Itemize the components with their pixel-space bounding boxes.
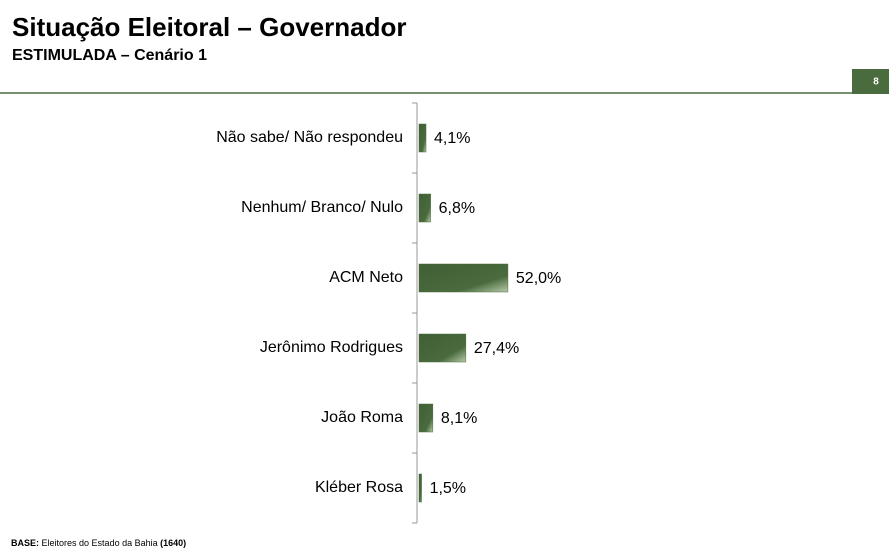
bar (418, 193, 431, 223)
bar (418, 403, 434, 433)
value-label: 52,0% (516, 270, 561, 287)
value-label: 6,8% (439, 200, 475, 217)
value-label: 8,1% (441, 410, 477, 427)
bar (418, 333, 467, 363)
category-label: Jerônimo Rodrigues (260, 339, 403, 356)
category-label: Não sabe/ Não respondeu (216, 129, 403, 146)
value-label: 1,5% (430, 480, 466, 497)
chart-subtitle: ESTIMULADA – Cenário 1 (12, 47, 207, 64)
bar (418, 263, 509, 293)
category-label: Kléber Rosa (315, 479, 403, 496)
category-label: João Roma (321, 409, 403, 426)
footer-count: (1640) (160, 538, 186, 548)
footer-label: BASE: (11, 538, 39, 548)
footer: BASE: Eleitores do Estado da Bahia (1640… (11, 538, 186, 548)
page-number-box (852, 69, 889, 94)
value-label: 4,1% (434, 130, 470, 147)
bar (418, 123, 427, 153)
bar (418, 473, 422, 503)
footer-text: Eleitores do Estado da Bahia (42, 538, 158, 548)
category-label: Nenhum/ Branco/ Nulo (241, 199, 403, 216)
page-number: 8 (873, 77, 879, 88)
chart-title: Situação Eleitoral – Governador (12, 12, 406, 42)
value-label: 27,4% (474, 340, 519, 357)
category-label: ACM Neto (329, 269, 403, 286)
